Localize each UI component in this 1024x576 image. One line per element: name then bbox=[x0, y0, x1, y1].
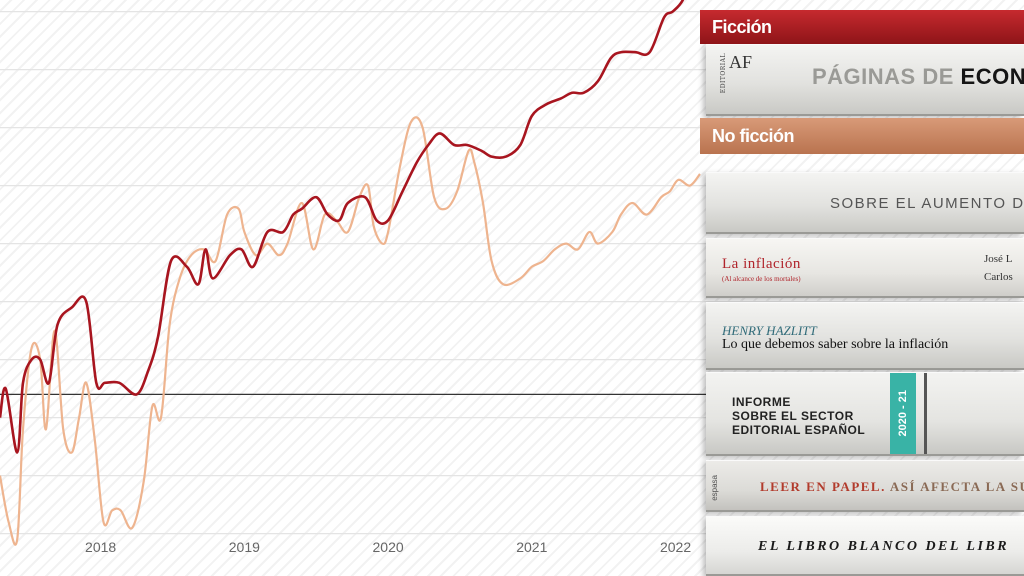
book-year: 2020 - 21 bbox=[897, 390, 909, 437]
book-title-line-1: INFORME bbox=[732, 395, 791, 409]
x-tick-label: 2019 bbox=[229, 539, 260, 555]
publisher-logo-text: AF bbox=[729, 52, 753, 72]
book-title-line-3: EDITORIAL ESPAÑOL bbox=[732, 423, 866, 437]
book-la-inflacion: La inflación (Al alcance de los mortales… bbox=[706, 238, 1024, 298]
book-hazlitt: HENRY HAZLITT Lo que debemos saber sobre… bbox=[706, 302, 1024, 370]
book-libro-blanco: EL LIBRO BLANCO DEL LIBR bbox=[706, 516, 1024, 576]
label-no-ficcion: No ficción bbox=[700, 118, 1024, 154]
book-spine-divider bbox=[924, 373, 927, 454]
label-ficcion-text: Ficción bbox=[712, 16, 772, 37]
book-year-band: 2020 - 21 bbox=[890, 373, 916, 454]
publisher-logo-sub: EDITORIAL bbox=[720, 53, 727, 94]
book-title: La inflación bbox=[722, 256, 801, 272]
label-ficcion: Ficción bbox=[700, 10, 1024, 44]
x-tick-label: 2021 bbox=[516, 539, 547, 555]
book-author-2: Carlos bbox=[984, 271, 1013, 283]
book-informe-sector-editorial: INFORME SOBRE EL SECTOR EDITORIAL ESPAÑO… bbox=[706, 372, 1024, 456]
label-no-ficcion-text: No ficción bbox=[712, 125, 795, 146]
book-publisher: espasa bbox=[710, 475, 719, 501]
book-title: SOBRE EL AUMENTO DEL bbox=[830, 195, 1024, 212]
book-author-1: José L bbox=[984, 253, 1013, 265]
x-tick-label: 2020 bbox=[373, 539, 404, 555]
book-title-red: LEER EN PAPEL. bbox=[760, 479, 890, 494]
x-tick-label: 2018 bbox=[85, 539, 116, 555]
book-title: EL LIBRO BLANCO DEL LIBR bbox=[758, 539, 1010, 554]
book-paginas-de-economia: EDITORIAL AF PÁGINAS DE ECONOM bbox=[706, 44, 1024, 116]
book-subtitle: (Al alcance de los mortales) bbox=[722, 275, 801, 283]
book-title-dark: ECONOM bbox=[960, 64, 1024, 89]
publisher-logo: EDITORIAL AF bbox=[720, 53, 752, 93]
book-title-light: PÁGINAS DE bbox=[812, 64, 961, 89]
book-title-line-2: SOBRE EL SECTOR bbox=[732, 409, 854, 423]
book-sobre-el-aumento: SOBRE EL AUMENTO DEL bbox=[706, 172, 1024, 234]
series-line-ficci-n bbox=[0, 0, 685, 454]
book-title: Lo que debemos saber sobre la inflación bbox=[722, 337, 949, 352]
book-title-brown: ASÍ AFECTA LA SUBI bbox=[889, 479, 1024, 494]
x-tick-label: 2022 bbox=[660, 539, 691, 555]
book-author: HENRY HAZLITT bbox=[722, 323, 817, 338]
series-line-no-ficci-n bbox=[0, 116, 701, 546]
book-leer-en-papel: espasa LEER EN PAPEL. ASÍ AFECTA LA SUBI bbox=[706, 460, 1024, 512]
